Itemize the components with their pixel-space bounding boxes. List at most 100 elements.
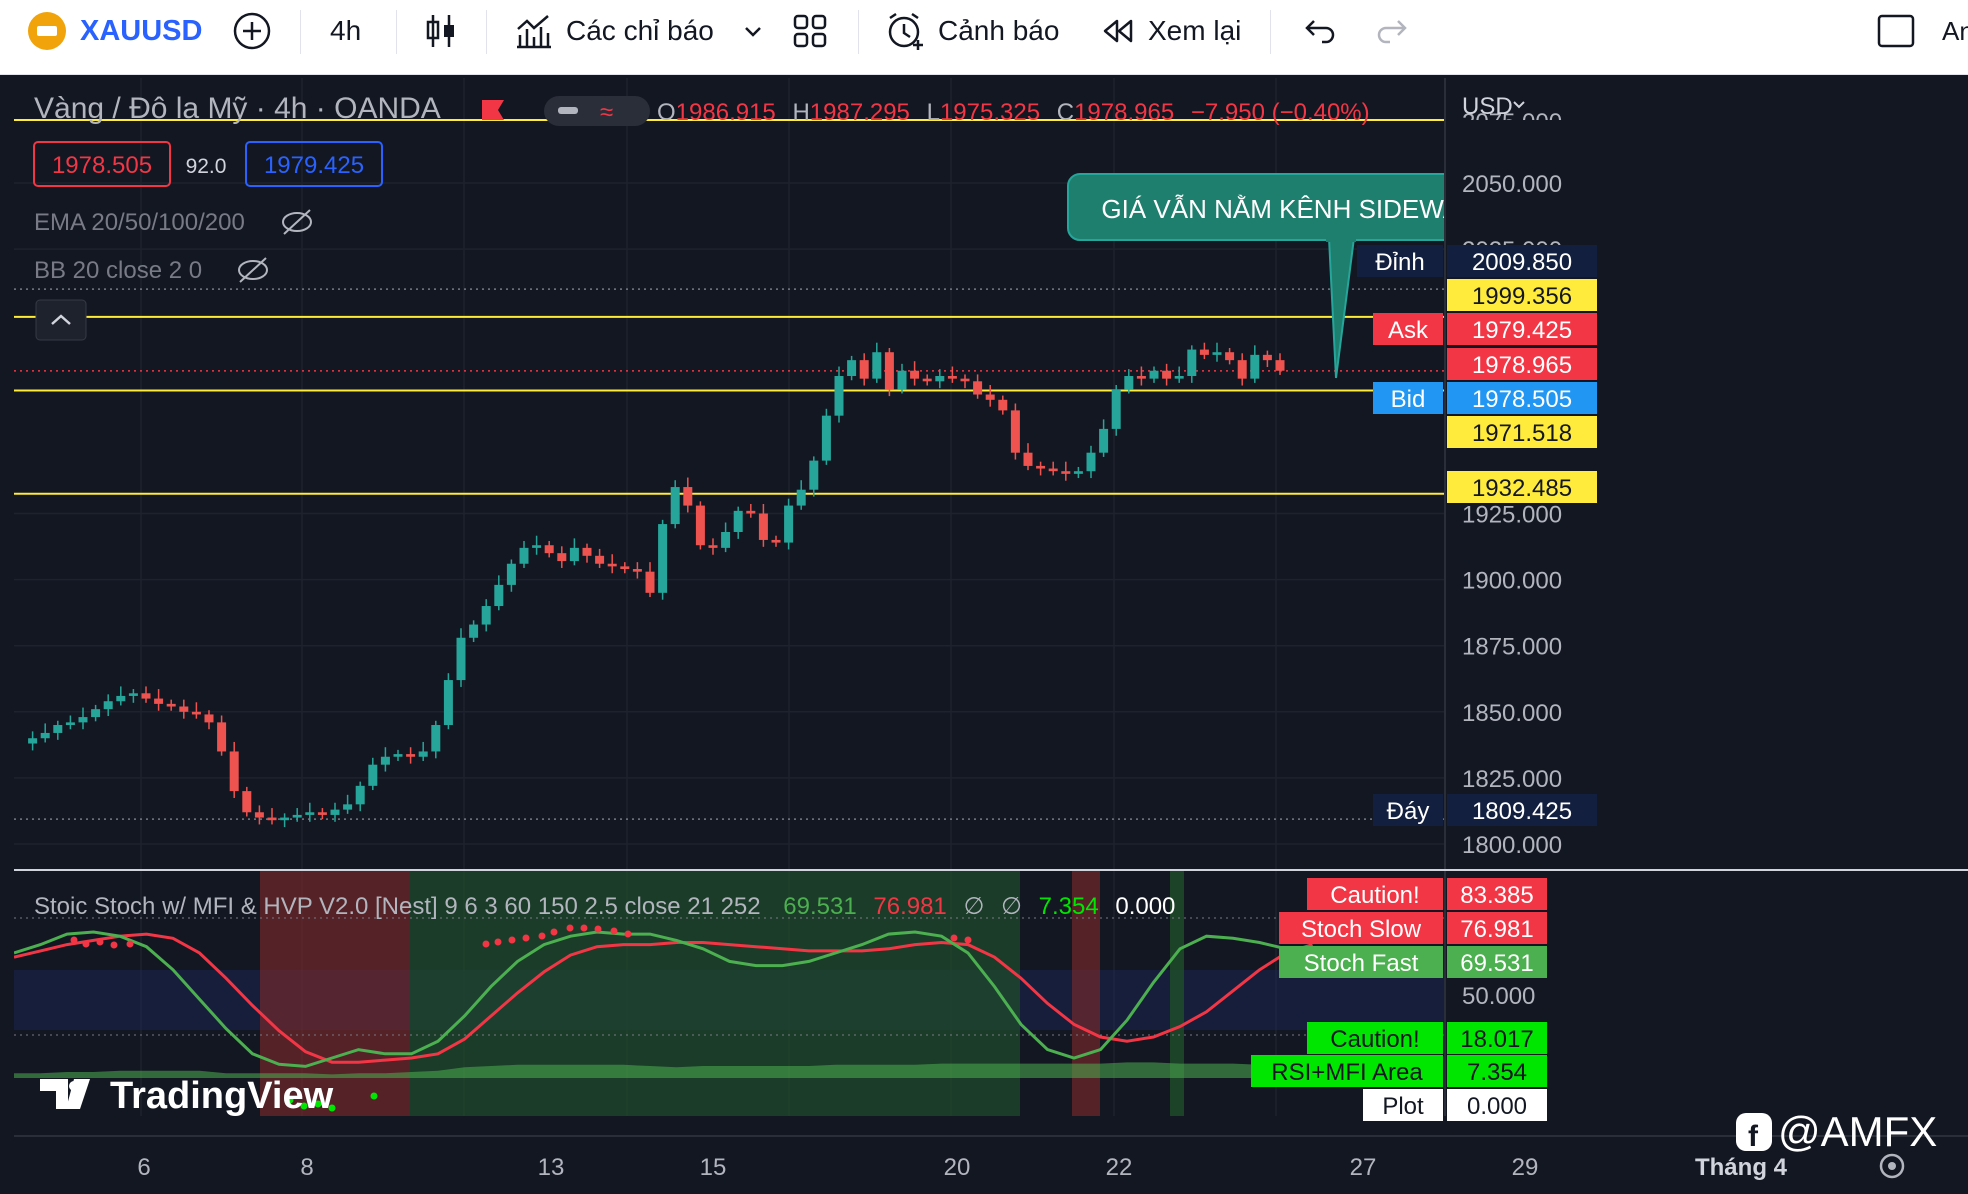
- candle-body: [733, 510, 743, 533]
- caution-dot: [300, 1102, 308, 1110]
- candle-body: [204, 714, 214, 723]
- caution-dot: [370, 1092, 378, 1100]
- time-tick: 29: [1512, 1154, 1539, 1181]
- sell-price-box[interactable]: [33, 141, 171, 187]
- candle-body: [897, 370, 907, 390]
- flag-icon[interactable]: [482, 100, 504, 120]
- svg-text:Plot: Plot: [1382, 1093, 1424, 1120]
- candle-body: [343, 804, 353, 810]
- candle-body: [859, 360, 869, 379]
- candle-body: [947, 376, 957, 379]
- candle-body: [305, 812, 315, 815]
- caution-dot: [482, 940, 490, 948]
- candle-body: [582, 547, 592, 556]
- indicators-dropdown[interactable]: [742, 0, 764, 62]
- replay-label: Xem lại: [1148, 15, 1242, 46]
- candle-body: [128, 693, 138, 696]
- interval-button[interactable]: 4h: [330, 0, 361, 62]
- svg-text:76.981: 76.981: [1460, 916, 1533, 943]
- candles-icon: [426, 15, 454, 47]
- candle-body: [229, 751, 239, 792]
- svg-text:Stoic Stoch w/ MFI & HVP V2.0: Stoic Stoch w/ MFI & HVP V2.0 [Nest] 9 6…: [34, 893, 1175, 920]
- indicator-tag-label: [1279, 946, 1443, 978]
- svg-text:Stoch Fast: Stoch Fast: [1304, 950, 1419, 977]
- candle-body: [179, 706, 189, 712]
- symbol-title[interactable]: Vàng / Đô la Mỹ · 4h · OANDA: [34, 92, 441, 125]
- stoch-fast-line: [14, 930, 1314, 1068]
- candle-body: [1212, 352, 1222, 355]
- candle-body: [821, 415, 831, 461]
- caution-dot: [624, 930, 632, 938]
- candle-body: [393, 754, 403, 757]
- candle-body: [254, 812, 264, 818]
- alert-label: Cảnh báo: [938, 15, 1060, 46]
- svg-text:83.385: 83.385: [1460, 882, 1533, 909]
- settings-button[interactable]: [1879, 1153, 1905, 1179]
- caution-dot: [550, 928, 558, 936]
- rsi-mfi-area: [14, 1062, 1313, 1078]
- fullscreen-button[interactable]: [1876, 0, 1916, 62]
- buy-price-box[interactable]: [245, 141, 383, 187]
- price-tag-label: [1357, 245, 1443, 277]
- svg-text:2009.850: 2009.850: [1472, 249, 1572, 276]
- caution-dot: [494, 938, 502, 946]
- indicator-tag: [1447, 1022, 1547, 1054]
- candle-body: [910, 370, 920, 379]
- time-tick: 8: [300, 1154, 313, 1181]
- eye-hidden-icon[interactable]: [238, 257, 268, 283]
- indicator-legend[interactable]: Stoic Stoch w/ MFI & HVP V2.0 [Nest] 9 6…: [34, 893, 1175, 920]
- area-value: 7.354: [1039, 893, 1099, 920]
- interval-label: 4h: [330, 15, 362, 46]
- candle-body: [569, 547, 579, 562]
- templates-button[interactable]: [792, 0, 828, 62]
- symbol-search[interactable]: XAUUSD: [28, 0, 202, 62]
- collapse-toggle[interactable]: [544, 96, 650, 126]
- time-axis[interactable]: 6 8 13 15 20 22 27 29 Tháng 4: [137, 1154, 1787, 1181]
- replay-button[interactable]: Xem lại: [1100, 0, 1241, 62]
- gold-logo-icon: [28, 12, 66, 50]
- price-tag-label: [1373, 382, 1443, 414]
- rewind-icon: [1103, 19, 1133, 43]
- price-tag: [1447, 382, 1597, 414]
- caution-dot: [286, 1096, 294, 1104]
- candle-body: [1036, 465, 1046, 469]
- currency-selector[interactable]: USD: [1462, 93, 1525, 120]
- caution-dot: [610, 927, 618, 935]
- indicator-tag-label: [1363, 1089, 1443, 1121]
- indicators-button[interactable]: Các chỉ báo: [514, 0, 714, 62]
- bb-legend[interactable]: BB 20 close 2 0: [34, 257, 202, 284]
- eye-hidden-icon[interactable]: [282, 209, 312, 235]
- candle-body: [280, 817, 290, 821]
- candle-body: [695, 505, 705, 546]
- candle-body: [1275, 360, 1285, 371]
- chart-type-button[interactable]: [424, 0, 458, 62]
- legend-collapse-button[interactable]: [35, 299, 87, 341]
- candle-body: [935, 376, 945, 382]
- chevron-up-icon: [51, 314, 71, 325]
- svg-text:f: f: [1748, 1120, 1759, 1153]
- alert-button[interactable]: Cảnh báo: [884, 0, 1059, 62]
- candle-body: [469, 624, 479, 638]
- candle-body: [267, 817, 277, 821]
- candle-body: [1187, 349, 1197, 377]
- candle-body: [532, 545, 542, 548]
- svg-text:1932.485: 1932.485: [1472, 475, 1572, 502]
- compare-button[interactable]: [232, 0, 272, 62]
- ema-legend[interactable]: EMA 20/50/100/200: [34, 209, 245, 236]
- candle-body: [1162, 370, 1172, 379]
- candle-body: [834, 376, 844, 416]
- price-tick: 1925.000: [1462, 502, 1562, 529]
- svg-text:Ask: Ask: [1388, 317, 1429, 344]
- candle-body: [355, 785, 365, 805]
- candle-body: [418, 751, 428, 757]
- undo-button[interactable]: [1300, 0, 1336, 62]
- chart-canvas[interactable]: GIÁ VẪN NẰM KÊNH SIDEWAY TĂNG H4 2050.00…: [14, 78, 1968, 1194]
- redo-button[interactable]: [1376, 0, 1412, 62]
- candle-body: [1099, 428, 1109, 453]
- candle-body: [456, 637, 466, 681]
- svg-text:TradingView: TradingView: [110, 1075, 334, 1117]
- price-axis[interactable]: 2050.0002025.0001925.0001900.0001875.000…: [1446, 109, 1968, 859]
- candle-body: [330, 809, 340, 815]
- candle-body: [1111, 389, 1121, 429]
- candle-body: [721, 532, 731, 548]
